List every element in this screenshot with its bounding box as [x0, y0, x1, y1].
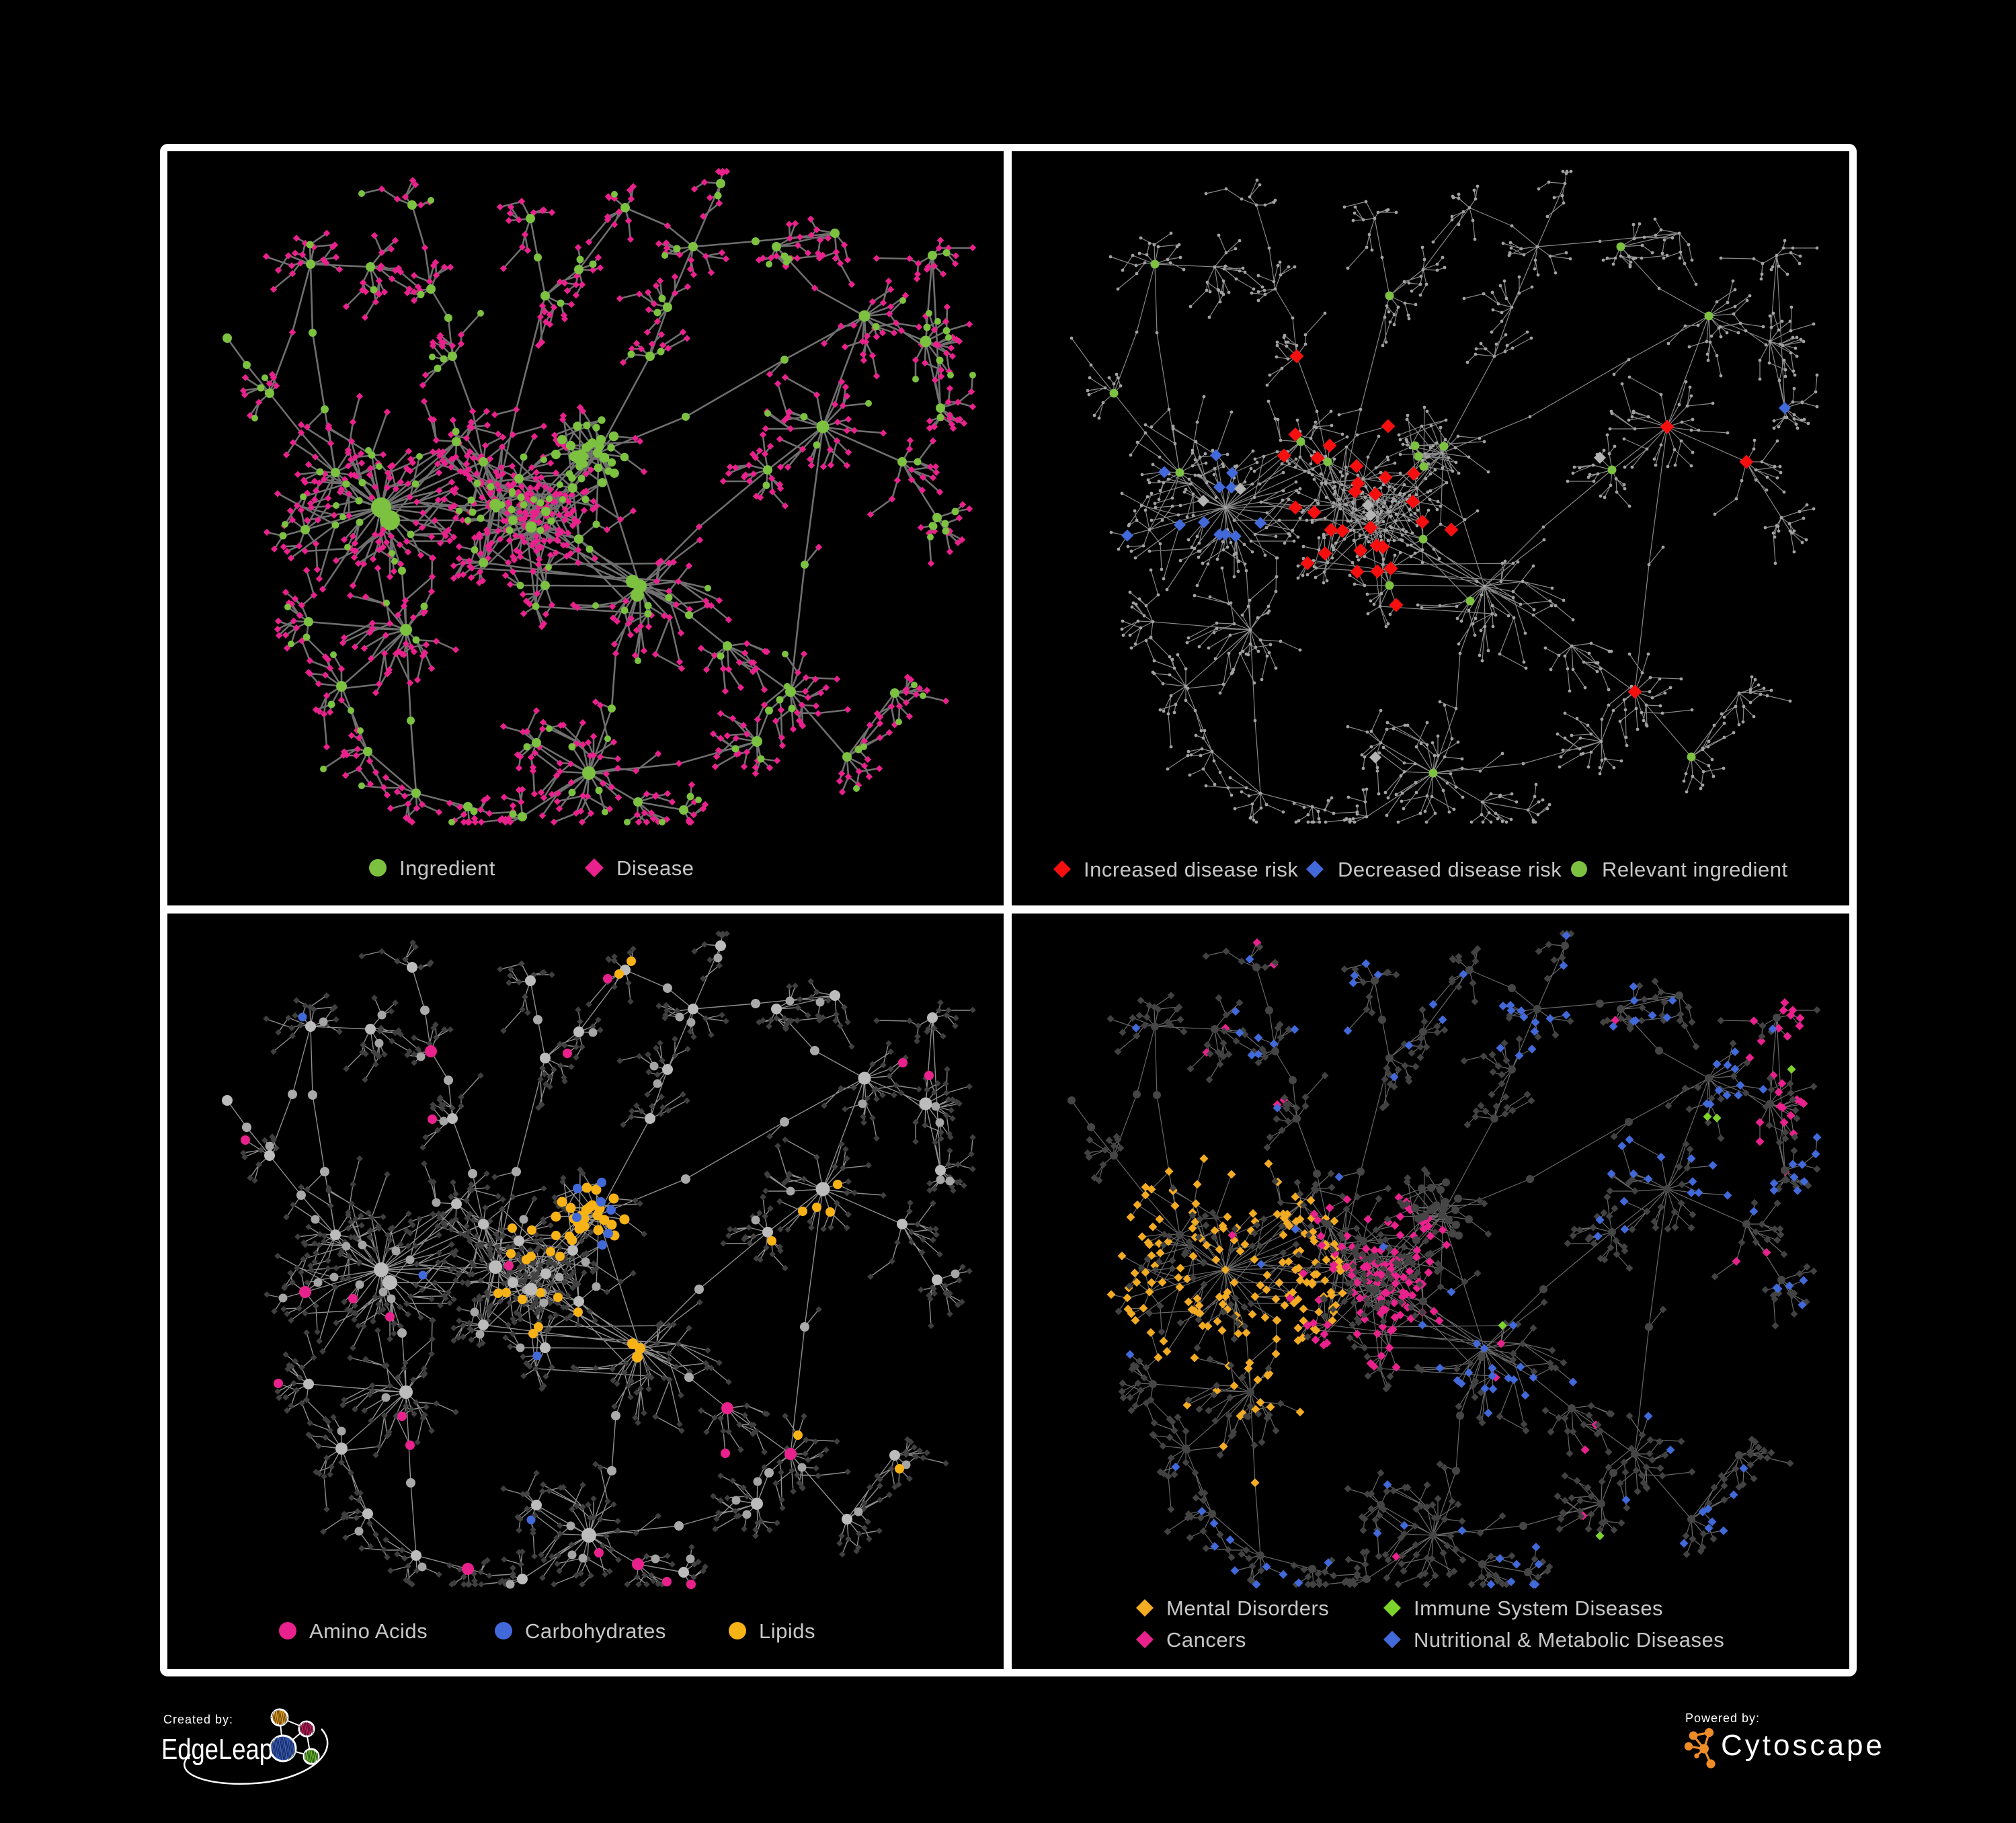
- svg-text:Decreased disease risk: Decreased disease risk: [1338, 858, 1562, 881]
- svg-text:Ingredient: Ingredient: [399, 856, 495, 880]
- svg-text:Powered by:: Powered by:: [1685, 1711, 1760, 1725]
- svg-text:Disease: Disease: [616, 856, 694, 880]
- svg-text:EdgeLeap: EdgeLeap: [161, 1733, 273, 1766]
- svg-text:Created by:: Created by:: [163, 1713, 233, 1726]
- svg-text:Cancers: Cancers: [1166, 1628, 1246, 1652]
- svg-text:Immune System Diseases: Immune System Diseases: [1414, 1596, 1663, 1620]
- svg-text:Amino Acids: Amino Acids: [309, 1619, 428, 1643]
- svg-text:Carbohydrates: Carbohydrates: [525, 1619, 666, 1643]
- svg-text:Mental Disorders: Mental Disorders: [1166, 1596, 1329, 1620]
- svg-text:Lipids: Lipids: [759, 1619, 815, 1643]
- svg-text:Relevant ingredient: Relevant ingredient: [1602, 858, 1788, 881]
- svg-text:Nutritional & Metabolic Diseas: Nutritional & Metabolic Diseases: [1414, 1628, 1724, 1652]
- svg-text:Increased disease risk: Increased disease risk: [1084, 858, 1298, 881]
- svg-text:Cytoscape: Cytoscape: [1721, 1729, 1885, 1762]
